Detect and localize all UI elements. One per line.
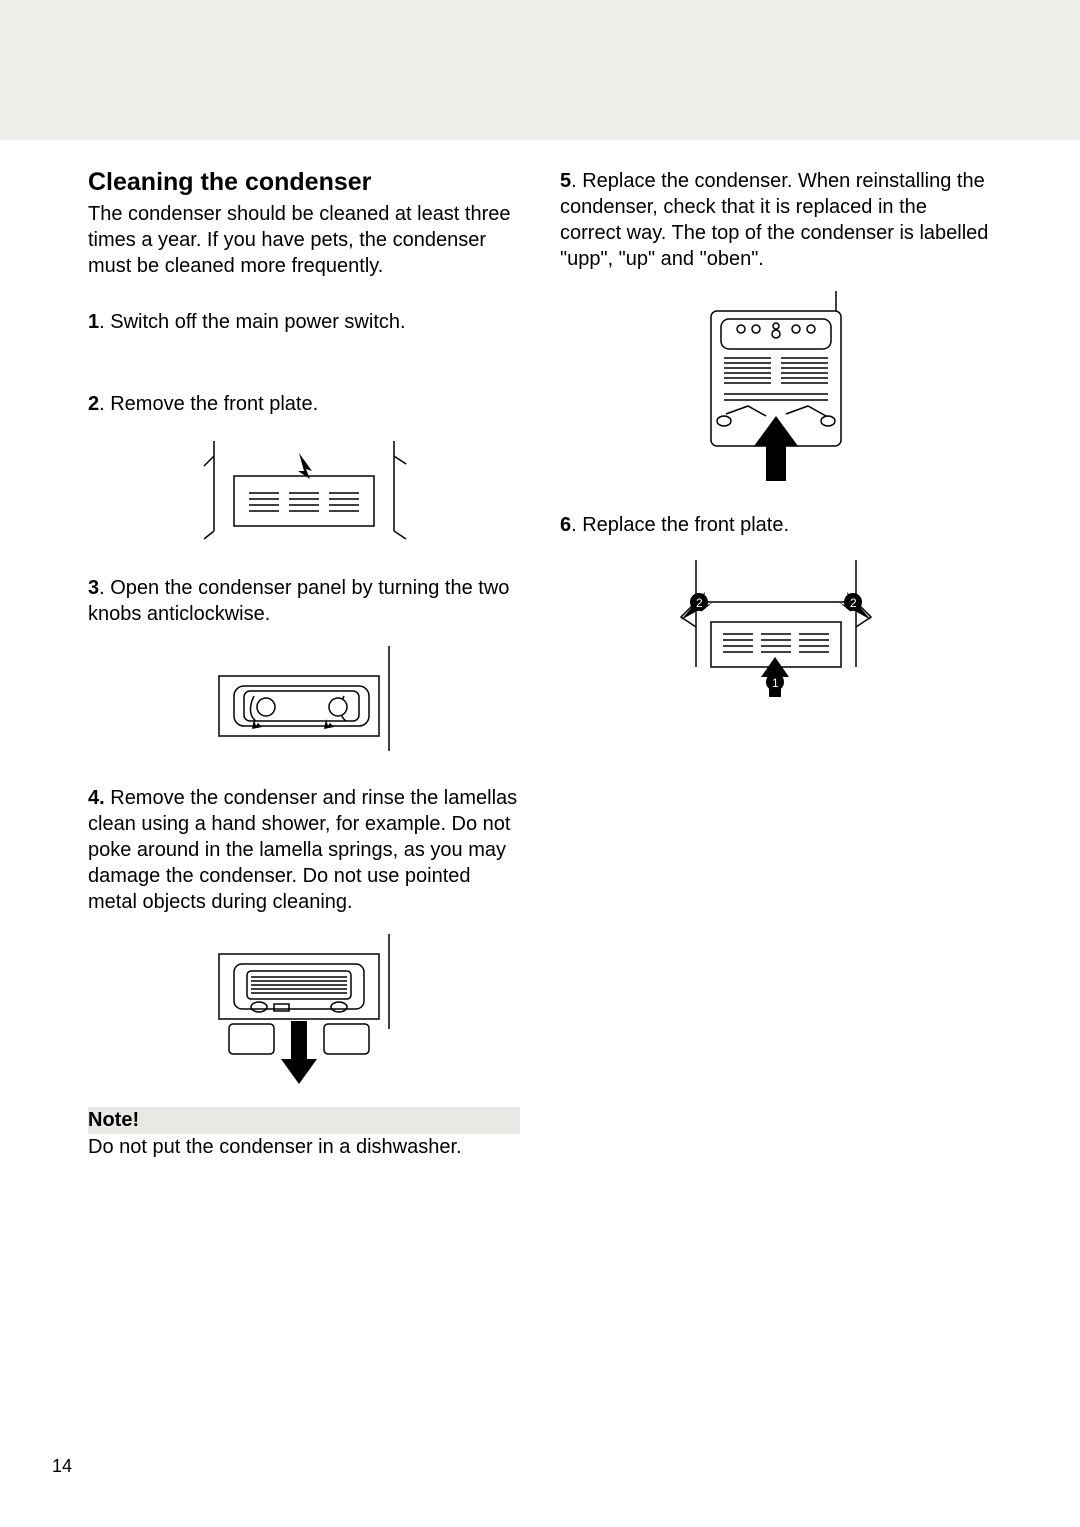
front-plate-removal-illustration: [194, 431, 414, 541]
step-1: 1. Switch off the main power switch.: [88, 309, 520, 335]
note-text: Do not put the condenser in a dishwasher…: [88, 1134, 520, 1160]
note-label: Note!: [88, 1107, 520, 1134]
right-column: 5. Replace the condenser. When reinstall…: [560, 168, 992, 1160]
step-5: 5. Replace the condenser. When reinstall…: [560, 168, 992, 272]
svg-text:2: 2: [696, 596, 703, 610]
svg-text:1: 1: [772, 676, 779, 690]
page-number: 14: [52, 1456, 72, 1477]
step-5-text: . Replace the condenser. When reinstalli…: [560, 170, 988, 270]
replace-front-plate-illustration: 2 2 1: [661, 552, 891, 702]
header-band: [0, 0, 1080, 140]
remove-condenser-illustration: [199, 929, 409, 1089]
intro-text: The condenser should be cleaned at least…: [88, 201, 520, 279]
step-4-text: Remove the condenser and rinse the lamel…: [88, 787, 517, 913]
condenser-panel-illustration: [194, 641, 414, 761]
replace-condenser-illustration: [676, 286, 876, 486]
left-column: Cleaning the condenser The condenser sho…: [88, 168, 520, 1160]
step-3-text: . Open the condenser panel by turning th…: [88, 577, 509, 625]
step-1-number: 1: [88, 311, 99, 333]
step-3: 3. Open the condenser panel by turning t…: [88, 575, 520, 627]
step-2: 2. Remove the front plate.: [88, 391, 520, 417]
svg-text:2: 2: [850, 596, 857, 610]
step-3-number: 3: [88, 577, 99, 599]
step-5-number: 5: [560, 170, 571, 192]
step-6-number: 6: [560, 514, 571, 536]
step-4: 4. Remove the condenser and rinse the la…: [88, 785, 520, 915]
step-2-text: . Remove the front plate.: [99, 393, 318, 415]
step-2-number: 2: [88, 393, 99, 415]
step-6-text: . Replace the front plate.: [571, 514, 789, 536]
step-6: 6. Replace the front plate.: [560, 512, 992, 538]
step-1-text: . Switch off the main power switch.: [99, 311, 405, 333]
section-title: Cleaning the condenser: [88, 168, 520, 197]
step-4-number: 4.: [88, 787, 105, 809]
page-content: Cleaning the condenser The condenser sho…: [0, 140, 1080, 1160]
